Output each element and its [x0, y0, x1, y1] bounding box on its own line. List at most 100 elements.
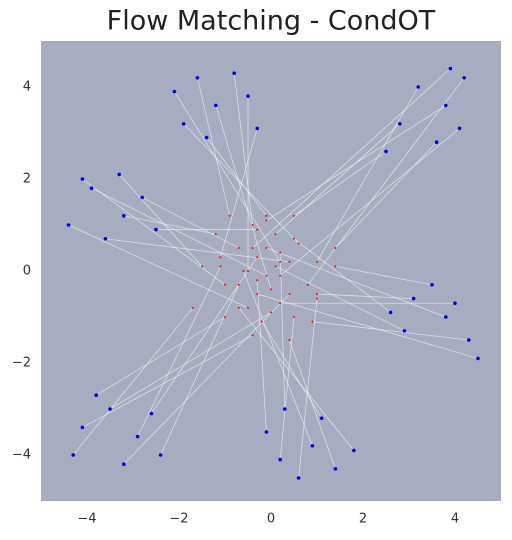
source-point: [256, 293, 259, 295]
trajectory: [96, 316, 226, 396]
chart-title: Flow Matching - CondOT: [107, 6, 436, 37]
trajectory: [275, 123, 401, 235]
target-point: [296, 476, 301, 480]
trajectory: [257, 293, 479, 359]
source-point: [316, 260, 318, 263]
target-point: [453, 301, 457, 306]
source-point: [256, 256, 259, 259]
trajectory: [82, 335, 253, 428]
source-point: [265, 274, 268, 277]
target-point: [448, 66, 453, 71]
source-point: [247, 270, 249, 272]
target-point: [154, 227, 158, 232]
trajectory: [82, 178, 226, 286]
source-point: [224, 316, 226, 318]
trajectory: [289, 339, 336, 469]
y-tick-label: 0: [23, 264, 31, 279]
source-point: [288, 339, 291, 341]
target-point: [204, 135, 209, 140]
source-point: [334, 247, 337, 249]
trajectory: [137, 266, 221, 437]
trajectory: [174, 91, 281, 262]
source-point: [251, 247, 254, 249]
source-point: [265, 214, 268, 217]
y-tick-label: −4: [12, 448, 31, 463]
trajectory: [266, 247, 446, 318]
target-point: [278, 457, 283, 462]
trajectory: [275, 266, 405, 332]
target-point: [416, 85, 421, 89]
target-point: [264, 430, 269, 434]
x-tick-label: 4: [451, 512, 459, 527]
target-point: [214, 103, 218, 108]
trajectory: [206, 137, 267, 217]
source-point: [228, 214, 231, 217]
target-point: [352, 448, 356, 453]
trajectory: [256, 280, 267, 433]
trajectory: [105, 238, 290, 263]
y-tick-label: −2: [12, 356, 31, 371]
x-tick-label: −4: [77, 512, 96, 527]
trajectory: [252, 68, 451, 249]
plot-area: [41, 41, 501, 501]
source-point: [274, 233, 277, 236]
y-tick-label: 2: [23, 172, 31, 187]
trajectory: [91, 187, 267, 276]
source-point: [265, 219, 268, 222]
x-tick-label: 2: [359, 512, 367, 527]
source-point: [242, 270, 245, 272]
source-point: [279, 260, 282, 263]
trajectory: [261, 321, 322, 419]
target-point: [444, 315, 448, 319]
source-point: [270, 311, 272, 314]
source-point: [247, 306, 249, 309]
target-point: [71, 453, 75, 457]
source-point: [293, 316, 295, 318]
trajectory: [307, 77, 465, 286]
target-point: [255, 126, 259, 131]
trajectory: [316, 86, 419, 262]
source-point: [251, 224, 254, 226]
trajectory: [142, 197, 239, 249]
y-tick-label: 4: [23, 80, 31, 95]
source-point: [316, 293, 318, 295]
source-point: [219, 265, 222, 268]
target-point: [135, 434, 140, 439]
source-point: [306, 283, 309, 286]
trajectory: [151, 257, 258, 414]
target-point: [140, 195, 144, 200]
target-point: [476, 356, 480, 361]
source-point: [237, 306, 240, 309]
target-point: [462, 76, 467, 80]
target-point: [444, 103, 448, 108]
target-point: [246, 94, 250, 98]
target-point: [195, 76, 200, 80]
trajectory: [160, 284, 240, 456]
trajectory: [293, 238, 391, 313]
target-point: [319, 416, 324, 421]
source-point: [256, 279, 259, 282]
target-point: [467, 338, 471, 342]
target-point: [402, 329, 407, 333]
trajectory: [243, 270, 313, 446]
source-point: [265, 247, 268, 249]
x-tick-label: −2: [169, 512, 188, 527]
source-point: [288, 260, 291, 263]
trajectory: [238, 307, 355, 451]
source-point: [293, 214, 295, 217]
x-tick-label: 0: [267, 512, 275, 527]
trajectory: [123, 215, 216, 235]
source-point: [237, 283, 240, 286]
target-point: [310, 444, 315, 448]
trajectory: [233, 73, 253, 226]
target-point: [232, 71, 236, 75]
trajectory: [312, 321, 469, 341]
target-point: [80, 177, 85, 181]
target-point: [398, 122, 402, 126]
source-point: [224, 283, 226, 286]
target-point: [457, 126, 462, 131]
trajectory: [109, 312, 272, 410]
target-point: [434, 140, 439, 144]
source-point: [279, 251, 282, 254]
